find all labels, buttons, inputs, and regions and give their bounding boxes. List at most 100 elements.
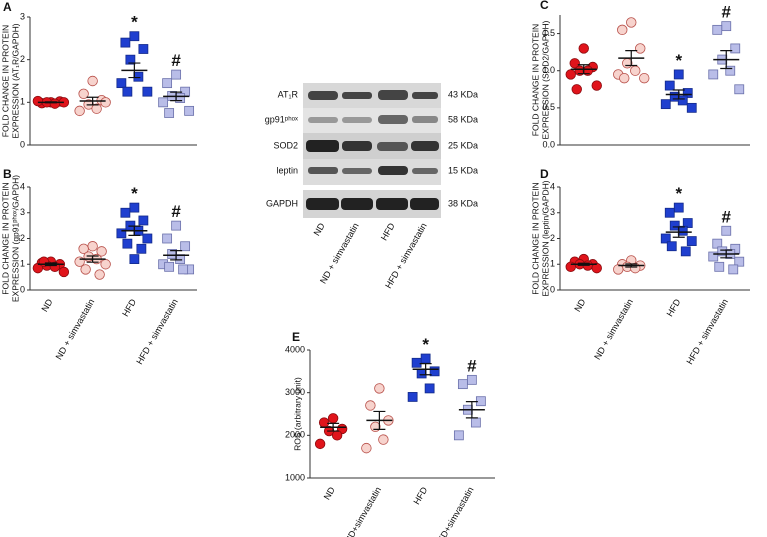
x-tick-label: HFD — [120, 297, 138, 318]
y-axis-label: FOLD CHANGE IN PROTEIN — [0, 182, 10, 294]
error-bar — [672, 226, 685, 238]
data-point — [361, 442, 372, 454]
data-point — [133, 71, 144, 82]
significance-mark: * — [422, 335, 429, 354]
blot-row-label: gp91ᵖʰᵒˣ — [265, 114, 298, 124]
data-point — [630, 65, 641, 76]
data-point — [74, 105, 85, 117]
data-point — [680, 246, 691, 257]
significance-mark: * — [675, 184, 682, 203]
data-point — [429, 366, 440, 377]
data-point — [682, 88, 693, 98]
y-axis-label: FOLD CHANGE IN PROTEIN — [530, 24, 540, 136]
data-point — [565, 69, 576, 80]
y-tick-label: 3 — [20, 11, 25, 21]
error-bar — [465, 401, 478, 419]
data-point — [142, 233, 153, 244]
data-point — [80, 264, 91, 275]
y-tick-label: 4 — [20, 181, 25, 191]
data-point — [129, 202, 140, 213]
x-tick-label: ND — [322, 485, 337, 502]
x-tick-label: HFD + simvastatin — [684, 297, 730, 366]
y-tick-label: 3 — [550, 207, 555, 217]
blot-row-label: AT₁R — [278, 89, 299, 99]
data-point — [712, 238, 723, 249]
data-point — [660, 99, 671, 110]
data-point — [49, 98, 61, 109]
data-point — [87, 241, 98, 252]
y-tick-label: 1000 — [285, 472, 305, 482]
y-axis-label: FOLD CHANGE IN PROTEIN — [530, 182, 540, 294]
y-tick-label: 1 — [20, 259, 25, 269]
data-point — [725, 65, 736, 76]
y-tick-label: 2 — [20, 233, 25, 243]
data-point — [734, 256, 745, 267]
data-point — [416, 368, 427, 379]
y-tick-label: 1.5 — [542, 28, 555, 38]
error-bar — [720, 50, 733, 70]
significance-mark: # — [722, 3, 732, 22]
data-point — [116, 78, 127, 89]
data-point — [129, 31, 140, 42]
significance-mark: # — [467, 356, 477, 375]
y-tick-label: 0 — [550, 284, 555, 294]
error-bar — [44, 101, 57, 104]
error-bar — [44, 262, 57, 267]
data-point — [129, 254, 140, 265]
y-tick-label: 0 — [20, 284, 25, 294]
data-point — [686, 102, 697, 113]
significance-mark: * — [131, 13, 138, 32]
data-point — [677, 95, 688, 106]
data-point — [617, 24, 628, 36]
x-tick-label: ND + simvastatin — [54, 297, 97, 361]
data-point — [314, 438, 326, 450]
data-point — [122, 86, 133, 97]
significance-mark: # — [171, 51, 181, 70]
y-tick-label: 2 — [20, 54, 25, 64]
data-point — [669, 220, 680, 231]
blot-lane-label: ND — [312, 221, 327, 238]
x-tick-label: HFD + simvastatin — [134, 297, 180, 366]
data-point — [100, 259, 111, 270]
data-point — [686, 236, 697, 246]
data-point — [630, 262, 641, 274]
y-tick-label: 4 — [550, 181, 555, 191]
data-point — [565, 261, 576, 273]
data-point — [120, 37, 131, 48]
data-point — [164, 108, 175, 118]
blot-size-label: 58 KDa — [448, 114, 478, 124]
data-point — [635, 43, 646, 54]
data-point — [728, 264, 739, 275]
data-point — [178, 264, 189, 275]
data-point — [58, 266, 70, 278]
y-tick-label: 1.0 — [542, 65, 555, 75]
data-point — [91, 103, 102, 114]
data-point — [378, 434, 389, 445]
data-point — [331, 430, 343, 441]
data-point — [116, 228, 127, 239]
x-tick-label: HFD — [665, 297, 683, 318]
data-point — [122, 238, 133, 249]
blot-row-label: GAPDH — [266, 198, 298, 208]
significance-mark: * — [675, 51, 682, 70]
error-bar — [327, 422, 340, 432]
y-tick-label: 0.5 — [542, 102, 555, 112]
data-point — [626, 17, 637, 28]
blot-size-label: 43 KDa — [448, 89, 478, 99]
data-point — [164, 261, 175, 272]
data-point — [407, 392, 418, 402]
error-bar — [128, 225, 141, 237]
data-point — [682, 218, 693, 228]
data-point — [677, 225, 688, 236]
data-point — [571, 84, 582, 95]
x-tick-label: HFD+simvastatin — [433, 485, 476, 537]
error-bar — [577, 64, 590, 75]
data-point — [457, 379, 468, 390]
error-bar — [373, 410, 386, 430]
y-tick-label: 0 — [20, 139, 25, 149]
x-tick-label: ND + simvastatin — [592, 297, 635, 361]
data-point — [96, 246, 107, 257]
data-point — [138, 44, 149, 54]
panel-label: D — [540, 167, 549, 181]
